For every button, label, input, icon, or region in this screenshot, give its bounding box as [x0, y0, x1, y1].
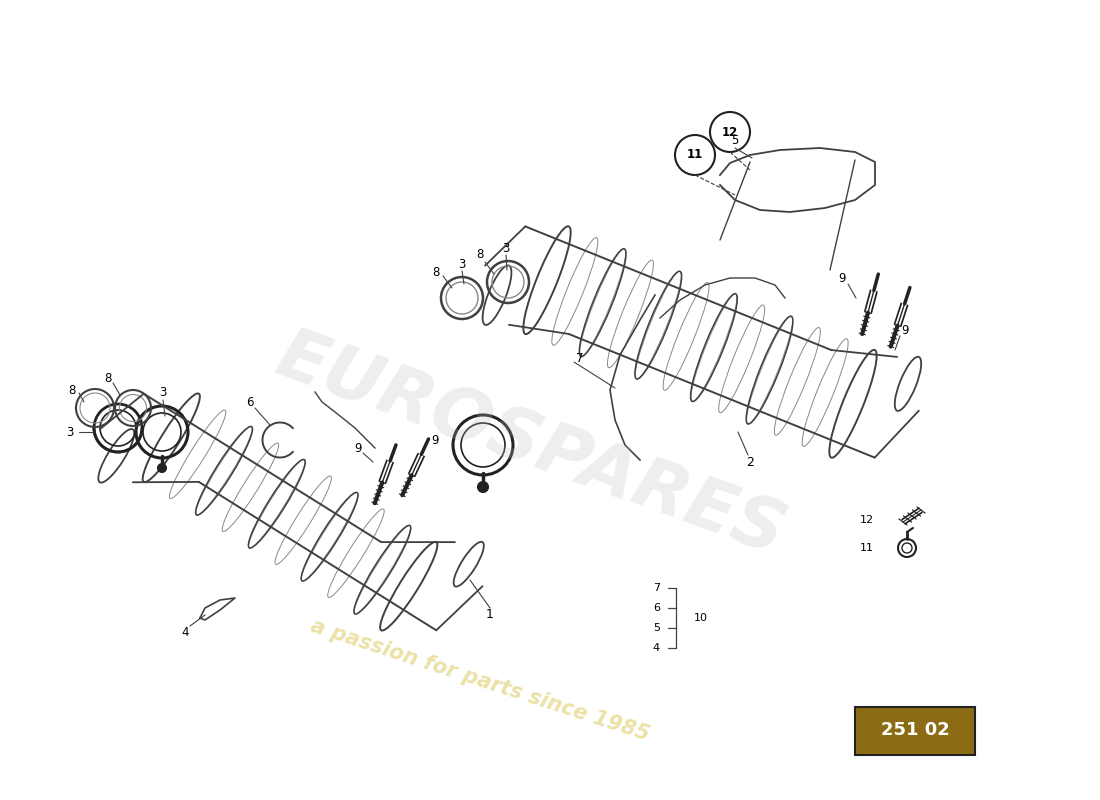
Text: 251 02: 251 02	[881, 721, 949, 739]
Circle shape	[675, 135, 715, 175]
Text: 3: 3	[66, 426, 74, 438]
Text: 11: 11	[686, 149, 703, 162]
Circle shape	[158, 464, 166, 472]
Text: 12: 12	[722, 126, 738, 138]
Text: 8: 8	[104, 371, 112, 385]
Text: a passion for parts since 1985: a passion for parts since 1985	[308, 616, 652, 744]
Text: 10: 10	[694, 613, 708, 623]
Text: 9: 9	[354, 442, 362, 454]
Text: 9: 9	[431, 434, 439, 446]
Text: 12: 12	[860, 515, 875, 525]
Text: 7: 7	[653, 583, 660, 593]
Text: 4: 4	[182, 626, 189, 638]
Text: 1: 1	[486, 607, 494, 621]
FancyBboxPatch shape	[855, 707, 975, 755]
Text: EUROSPARES: EUROSPARES	[266, 321, 794, 569]
Text: 5: 5	[732, 134, 739, 146]
Text: 9: 9	[838, 271, 846, 285]
Text: 3: 3	[160, 386, 167, 398]
Text: 9: 9	[901, 323, 909, 337]
Circle shape	[478, 482, 488, 492]
Text: 8: 8	[476, 249, 484, 262]
Text: 8: 8	[432, 266, 440, 278]
Text: 8: 8	[68, 383, 76, 397]
Circle shape	[898, 539, 916, 557]
Circle shape	[710, 112, 750, 152]
Circle shape	[902, 543, 912, 553]
Text: 6: 6	[246, 395, 254, 409]
Text: 3: 3	[503, 242, 509, 254]
Text: 2: 2	[746, 455, 754, 469]
Text: 7: 7	[576, 351, 584, 365]
Text: 4: 4	[653, 643, 660, 653]
Text: 5: 5	[653, 623, 660, 633]
Text: 3: 3	[459, 258, 465, 270]
Text: 11: 11	[860, 543, 875, 553]
Text: 6: 6	[653, 603, 660, 613]
